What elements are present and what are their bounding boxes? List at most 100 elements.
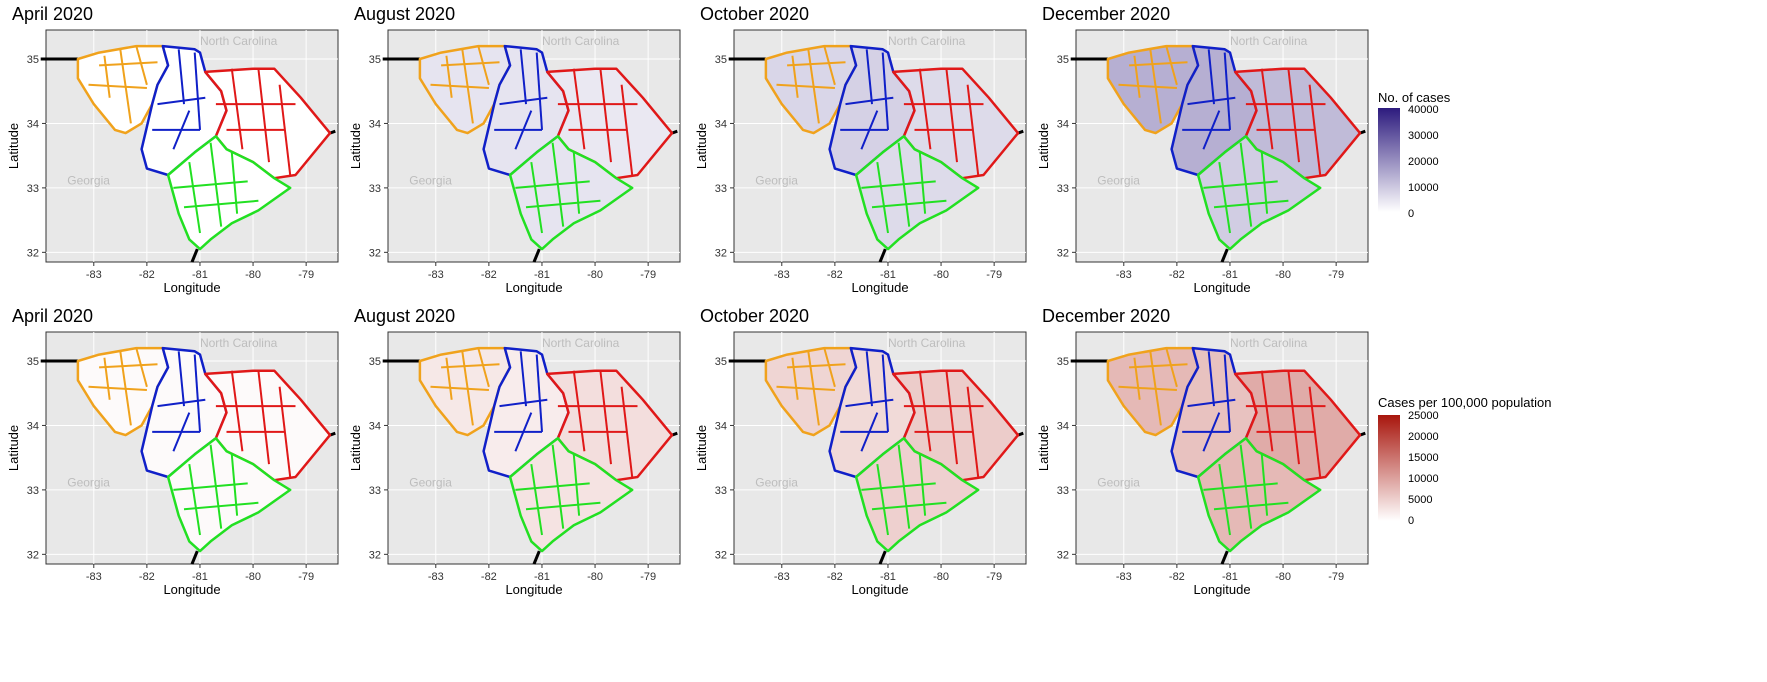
- county-boundary: [1207, 351, 1215, 407]
- county-boundary: [1133, 55, 1141, 98]
- x-tick-label: -81: [192, 269, 208, 281]
- x-tick-label: -82: [481, 269, 497, 281]
- y-tick-label: 35: [1057, 54, 1069, 66]
- county-boundary: [278, 84, 292, 176]
- y-tick-label: 33: [715, 183, 727, 195]
- legend-tick: 30000: [1408, 130, 1439, 142]
- x-axis-label: Longitude: [851, 280, 908, 295]
- y-tick-label: 33: [369, 183, 381, 195]
- legend-tick: 20000: [1408, 431, 1439, 443]
- y-tick-label: 35: [27, 54, 39, 66]
- x-tick-label: -81: [1222, 269, 1238, 281]
- x-tick-label: -80: [1275, 571, 1291, 583]
- panel-title: April 2020: [12, 4, 94, 24]
- region-label-north-carolina: North Carolina: [888, 34, 966, 48]
- x-tick-label: -79: [298, 571, 314, 583]
- y-tick-label: 35: [369, 356, 381, 368]
- x-tick-label: -82: [481, 571, 497, 583]
- x-tick-label: -79: [986, 269, 1002, 281]
- county-boundary: [172, 110, 191, 150]
- y-axis-label: Latitude: [694, 123, 709, 169]
- region-label-north-carolina: North Carolina: [1230, 34, 1308, 48]
- legend-tick: 25000: [1408, 410, 1439, 422]
- x-tick-label: -79: [640, 571, 656, 583]
- x-tick-label: -80: [933, 269, 949, 281]
- county-boundary: [787, 363, 846, 369]
- x-tick-label: -82: [827, 269, 843, 281]
- region-label-north-carolina: North Carolina: [200, 34, 278, 48]
- x-tick-label: -81: [192, 571, 208, 583]
- county-boundary: [620, 386, 634, 478]
- x-tick-label: -82: [1169, 571, 1185, 583]
- county-boundary: [1308, 386, 1322, 478]
- county-boundary: [599, 68, 612, 163]
- county-boundary: [1287, 68, 1300, 163]
- legend-tick: 0: [1408, 515, 1415, 527]
- legend-title: Cases per 100,000 population: [1378, 395, 1552, 410]
- y-tick-label: 34: [1057, 118, 1069, 130]
- region-label-north-carolina: North Carolina: [542, 336, 620, 350]
- county-boundary: [776, 83, 835, 89]
- county-boundary: [230, 370, 244, 452]
- map-panel-rate-oct: October 2020 -83 -82 -81 -80 -79 35 34 33 32 Nort…: [694, 302, 1074, 602]
- county-boundary: [1202, 110, 1221, 150]
- county-boundary: [881, 52, 889, 130]
- county-boundary: [1260, 370, 1274, 452]
- x-axis-label: Longitude: [851, 582, 908, 597]
- y-axis-label: Latitude: [6, 123, 21, 169]
- x-tick-label: -81: [534, 269, 550, 281]
- map-panel-cases-oct: October 2020 -83 -82 -81 -80 -79 35 34 33 32 Nort…: [694, 0, 1074, 300]
- county-boundary: [966, 84, 980, 176]
- y-tick-label: 32: [1057, 549, 1069, 561]
- y-tick-label: 32: [27, 247, 39, 259]
- choropleth-map: -83 -82 -81 -80 -79 35 34 33 32 North Carolina Geo…: [1036, 331, 1369, 597]
- county-boundary: [530, 161, 543, 234]
- county-boundary: [865, 351, 873, 407]
- map-panel-cases-aug: August 2020 -83 -82 -81 -80 -79 35 34 33 32 North…: [348, 0, 728, 300]
- county-boundary: [1308, 84, 1322, 176]
- county-boundary: [945, 370, 958, 465]
- x-tick-label: -80: [1275, 269, 1291, 281]
- x-tick-label: -81: [1222, 571, 1238, 583]
- county-boundary: [918, 68, 932, 150]
- river-line: [532, 248, 541, 263]
- county-boundary: [477, 347, 490, 388]
- map-panel-rate-dec: December 2020 -83 -82 -81 -80 -79 35 34 33 32 Nor…: [1036, 302, 1416, 602]
- county-boundary: [103, 357, 111, 400]
- x-tick-label: -81: [880, 571, 896, 583]
- region-label-georgia: Georgia: [1097, 174, 1140, 188]
- choropleth-map: -83 -82 -81 -80 -79 35 34 33 32 North Carolina Geo…: [6, 331, 339, 597]
- region-label-georgia: Georgia: [67, 476, 110, 490]
- river-line: [190, 248, 199, 263]
- x-tick-label: -80: [933, 571, 949, 583]
- county-boundary: [183, 199, 259, 209]
- county-boundary: [230, 152, 239, 214]
- county-boundary: [525, 199, 601, 209]
- x-tick-label: -79: [986, 571, 1002, 583]
- choropleth-map: -83 -82 -81 -80 -79 35 34 33 32 North Carolina Geo…: [6, 29, 339, 295]
- panel-title: December 2020: [1042, 4, 1171, 24]
- legend-tick: 5000: [1408, 494, 1433, 506]
- county-boundary: [871, 501, 947, 511]
- x-tick-label: -83: [428, 571, 444, 583]
- panel-title: October 2020: [700, 4, 810, 24]
- y-axis-label: Latitude: [348, 425, 363, 471]
- county-boundary: [876, 161, 889, 234]
- county-boundary: [787, 61, 846, 67]
- y-tick-label: 33: [27, 485, 39, 497]
- x-tick-label: -83: [1116, 269, 1132, 281]
- county-boundary: [620, 84, 634, 176]
- legend-title: No. of cases: [1378, 90, 1451, 105]
- y-tick-label: 33: [1057, 183, 1069, 195]
- county-boundary: [445, 357, 453, 400]
- county-boundary: [135, 347, 148, 388]
- region-label-georgia: Georgia: [755, 476, 798, 490]
- y-tick-label: 33: [1057, 485, 1069, 497]
- county-boundary: [530, 463, 543, 536]
- county-boundary: [823, 347, 836, 388]
- legend-color-bar: [1378, 108, 1400, 212]
- x-axis-label: Longitude: [163, 582, 220, 597]
- county-boundary: [860, 412, 879, 452]
- county-boundary: [257, 370, 270, 465]
- county-boundary: [871, 199, 947, 209]
